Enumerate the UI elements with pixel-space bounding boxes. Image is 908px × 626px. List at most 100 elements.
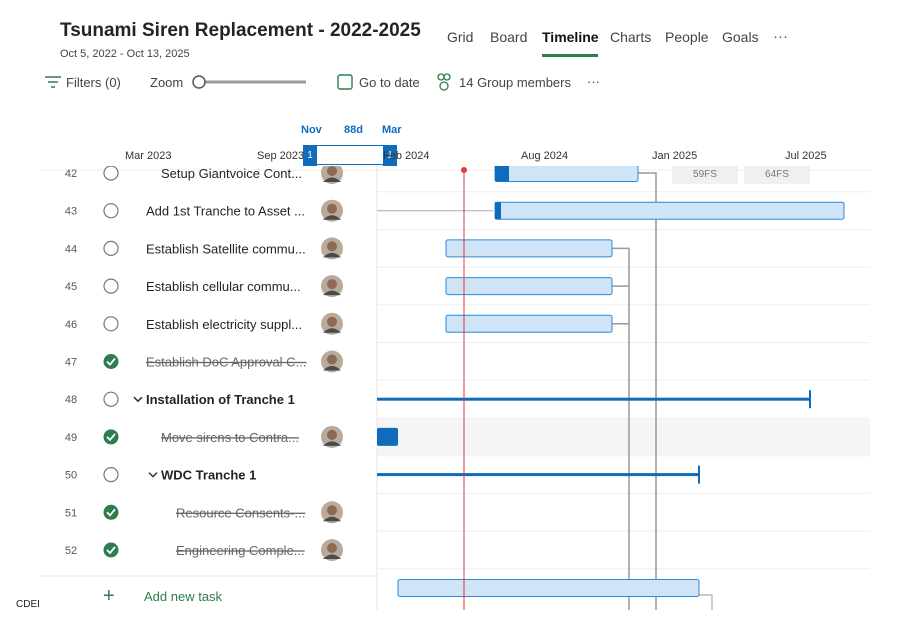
group-chevron (148, 472, 158, 478)
dependency-chip (672, 166, 738, 184)
task-status-icon (103, 203, 119, 219)
task-name: Resource Consents-... (176, 505, 305, 520)
task-bar (445, 314, 613, 333)
avatar-face (327, 354, 337, 365)
check-mark (106, 546, 116, 555)
dependency-line (612, 247, 630, 610)
task-bar (397, 579, 700, 597)
plan-title: Tsunami Siren Replacement - 2022-2025 (60, 20, 421, 41)
task-name: Engineering Comple... (176, 543, 305, 558)
task-status-icon (103, 166, 119, 181)
task-name: Establish cellular commu... (146, 279, 301, 294)
filters-button[interactable]: Filters (0) (66, 75, 121, 90)
avatar-face (327, 316, 337, 327)
avatar-face (327, 166, 337, 176)
timeline-month: Sep 2023 (257, 150, 305, 162)
tab[interactable]: Grid (447, 29, 474, 45)
dependency-chip (744, 166, 810, 184)
timeline-month: Mar 2023 (125, 150, 172, 162)
task-complete-icon (103, 542, 119, 558)
task-progress (495, 166, 509, 182)
task-name: Establish electricity suppl... (146, 317, 302, 332)
plan-dates: Oct 5, 2022 - Oct 13, 2025 (60, 48, 190, 60)
task-number: 51 (65, 507, 77, 519)
scrubber-span: 88d (344, 124, 363, 136)
task-bar (494, 201, 845, 220)
avatar-face (327, 505, 337, 516)
add-task-icon[interactable]: + (103, 585, 115, 607)
group-members-button[interactable]: 14 Group members (459, 75, 571, 90)
task-bar (494, 166, 639, 182)
task-number: 43 (65, 206, 77, 218)
task-bar-complete (377, 427, 398, 446)
go-to-date-button[interactable]: Go to date (359, 75, 420, 90)
timeline-canvas: 59FS 64FS 42 Setup Giantvoice Cont... 43 Add … (40, 166, 870, 610)
task-area: 59FS 64FS 42 Setup Giantvoice Cont... 43 Add … (0, 166, 908, 610)
timeline-month: Jul 2025 (785, 150, 827, 162)
task-name: Establish DoC Approval C... (146, 355, 306, 370)
tab-underline (542, 54, 598, 57)
check-mark (106, 357, 116, 366)
avatar-face (327, 279, 337, 290)
task-name: WDC Tranche 1 (161, 468, 256, 483)
check-mark (106, 508, 116, 517)
avatar-face (327, 241, 337, 252)
task-name: Establish Satellite commu... (146, 241, 306, 256)
task-progress (495, 202, 501, 220)
avatar-body (323, 328, 341, 333)
avatar-body (323, 554, 341, 559)
avatar-face (327, 203, 337, 214)
task-status-icon (103, 240, 119, 257)
scrubber-start: Nov (301, 124, 322, 136)
summary-bar (377, 397, 810, 401)
footer-text: CDEI (16, 599, 40, 610)
avatar-body (323, 177, 341, 182)
task-name: Setup Giantvoice Cont... (161, 166, 302, 181)
timeline-month: Jan 2025 (652, 150, 698, 162)
task-number: 45 (65, 281, 77, 293)
today-dot (461, 167, 467, 173)
tab[interactable]: Charts (610, 29, 652, 45)
task-bar (445, 239, 613, 258)
avatar-face (327, 543, 337, 553)
task-status-icon (103, 278, 119, 294)
task-number: 48 (65, 394, 77, 406)
tab[interactable]: Timeline (542, 29, 599, 45)
scrubber-end: Mar (382, 124, 402, 136)
dependency-label: 59FS (693, 169, 717, 180)
add-task-button[interactable]: Add new task (144, 589, 223, 604)
tab[interactable]: Goals (722, 29, 759, 45)
task-status-icon (103, 316, 119, 332)
summary-end (698, 465, 700, 484)
avatar-body (323, 252, 341, 258)
task-number: 49 (65, 432, 77, 444)
task-complete-icon (103, 504, 119, 520)
avatar-body (323, 441, 341, 446)
row-highlight (377, 418, 870, 456)
dependency-label: 64FS (765, 169, 789, 180)
avatar-body (323, 366, 341, 371)
task-bar (445, 277, 613, 296)
task-complete-icon (103, 354, 119, 369)
tab[interactable]: Board (490, 29, 528, 45)
check-mark (106, 433, 116, 442)
timeline-month: Feb 2024 (383, 150, 430, 162)
task-status-icon (103, 391, 119, 407)
task-name: Installation of Tranche 1 (146, 392, 295, 407)
zoom-label: Zoom (150, 75, 184, 90)
summary-end (809, 390, 811, 409)
dependency-line (638, 172, 657, 610)
task-number: 52 (65, 545, 77, 557)
scrubber-left-handle[interactable]: 1 (303, 145, 317, 166)
toolbar-more[interactable]: ··· (587, 74, 600, 89)
dependency-line (699, 594, 713, 610)
tabs-more[interactable]: ··· (773, 28, 788, 45)
task-complete-icon (103, 429, 119, 445)
task-number: 47 (65, 357, 77, 369)
avatar-body (323, 215, 341, 220)
tab[interactable]: People (665, 29, 709, 45)
group-chevron (133, 396, 143, 403)
scrubber-right-handle[interactable]: 1 (383, 145, 397, 166)
task-number: 44 (65, 243, 77, 255)
